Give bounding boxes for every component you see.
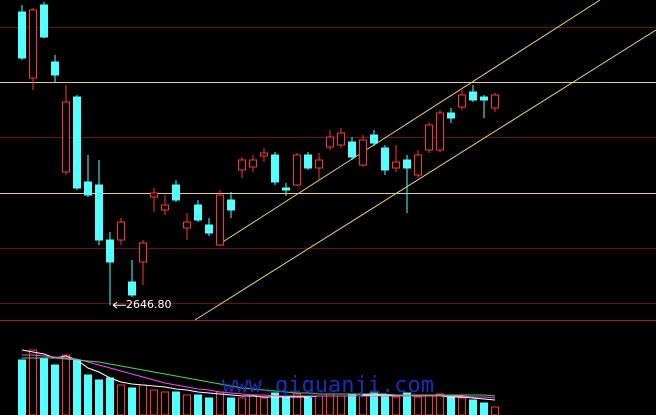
candle-body bbox=[392, 161, 400, 169]
volume-bar bbox=[106, 377, 114, 415]
volume-bar bbox=[425, 394, 433, 415]
candle-body bbox=[117, 221, 125, 241]
volume-bar bbox=[315, 395, 323, 415]
candle-body bbox=[161, 204, 169, 211]
candle-body bbox=[73, 96, 81, 189]
candle-body bbox=[183, 221, 191, 229]
volume-bar bbox=[205, 397, 213, 415]
candle-body bbox=[337, 132, 345, 146]
candle-body bbox=[304, 154, 312, 169]
volume-bar bbox=[95, 379, 103, 415]
candle-body bbox=[293, 154, 301, 186]
volume-bar bbox=[436, 393, 444, 415]
volume-bar bbox=[337, 395, 345, 415]
volume-ma-line bbox=[22, 354, 496, 399]
volume-bar bbox=[414, 396, 422, 415]
low-annotation: 2646.80 bbox=[126, 298, 172, 311]
volume-bar bbox=[84, 374, 92, 415]
candle-body bbox=[172, 184, 180, 201]
candle-body bbox=[359, 139, 367, 166]
candle-body bbox=[315, 159, 323, 169]
volume-bar bbox=[447, 395, 455, 415]
volume-bar bbox=[271, 392, 279, 415]
watermark: www.qiquanji.com bbox=[222, 373, 434, 398]
candle-body bbox=[194, 204, 202, 221]
trend-line bbox=[194, 29, 656, 321]
volume-bar bbox=[161, 391, 169, 415]
candle-body bbox=[106, 239, 114, 263]
annotation-arrow bbox=[112, 301, 126, 309]
volume-bar bbox=[238, 397, 246, 415]
volume-bar bbox=[29, 349, 37, 415]
candle-body bbox=[51, 61, 59, 76]
candle-body bbox=[249, 159, 257, 168]
candle-body bbox=[348, 141, 356, 158]
candle-body bbox=[260, 152, 268, 157]
candle-body bbox=[403, 159, 411, 169]
candle-body bbox=[62, 101, 70, 173]
volume-bar bbox=[370, 392, 378, 415]
candle-body bbox=[436, 112, 444, 151]
candles: 2646.80 bbox=[18, 2, 499, 311]
candle-body bbox=[414, 154, 422, 176]
volume-bar bbox=[128, 387, 136, 415]
candle-body bbox=[29, 9, 37, 79]
candle-body bbox=[84, 181, 92, 196]
candle-body bbox=[227, 199, 235, 211]
candle-body bbox=[139, 242, 147, 263]
candle-body bbox=[282, 187, 290, 191]
volume-bar bbox=[249, 395, 257, 415]
candle-body bbox=[205, 224, 213, 234]
trend-line bbox=[217, 0, 601, 246]
candle-body bbox=[370, 134, 378, 144]
volume-bar bbox=[469, 399, 477, 415]
candle-body bbox=[491, 94, 499, 109]
volume-bar bbox=[117, 384, 125, 415]
candle-body bbox=[238, 159, 246, 171]
volume-bar bbox=[348, 394, 356, 415]
candle-body bbox=[447, 112, 455, 119]
candle-body bbox=[18, 11, 26, 59]
volume-bar bbox=[183, 394, 191, 415]
volume-bar bbox=[172, 391, 180, 415]
volume-bar bbox=[381, 394, 389, 415]
volume-bar bbox=[227, 397, 235, 415]
volume-bar bbox=[458, 397, 466, 415]
candle-body bbox=[40, 4, 48, 38]
candle-body bbox=[381, 147, 389, 171]
volume-bar bbox=[491, 406, 499, 415]
volume-bar bbox=[194, 394, 202, 415]
volume-ma-line bbox=[22, 357, 496, 397]
volume-bar bbox=[62, 354, 70, 415]
candle-body bbox=[216, 194, 224, 246]
volume-bar bbox=[293, 393, 301, 415]
candle-body bbox=[95, 184, 103, 241]
candle-body bbox=[326, 136, 334, 148]
volume-panel bbox=[18, 349, 499, 415]
volume-bar bbox=[304, 397, 312, 415]
volume-bar bbox=[260, 397, 268, 415]
volume-bar bbox=[40, 357, 48, 415]
volume-bar bbox=[480, 402, 488, 415]
candle-body bbox=[425, 124, 433, 151]
candle-body bbox=[150, 192, 158, 198]
volume-bar bbox=[18, 359, 26, 415]
volume-bar bbox=[51, 364, 59, 415]
volume-bar bbox=[150, 389, 158, 415]
volume-bar bbox=[139, 384, 147, 415]
volume-bar bbox=[403, 392, 411, 415]
candle-body bbox=[128, 281, 136, 296]
volume-bar bbox=[282, 395, 290, 415]
candle-body bbox=[480, 96, 488, 101]
candle-body bbox=[271, 154, 279, 183]
drawings bbox=[0, 0, 656, 321]
volume-bar bbox=[73, 359, 81, 415]
volume-bar bbox=[392, 396, 400, 415]
candle-body bbox=[458, 94, 466, 108]
candle-body bbox=[469, 91, 477, 101]
